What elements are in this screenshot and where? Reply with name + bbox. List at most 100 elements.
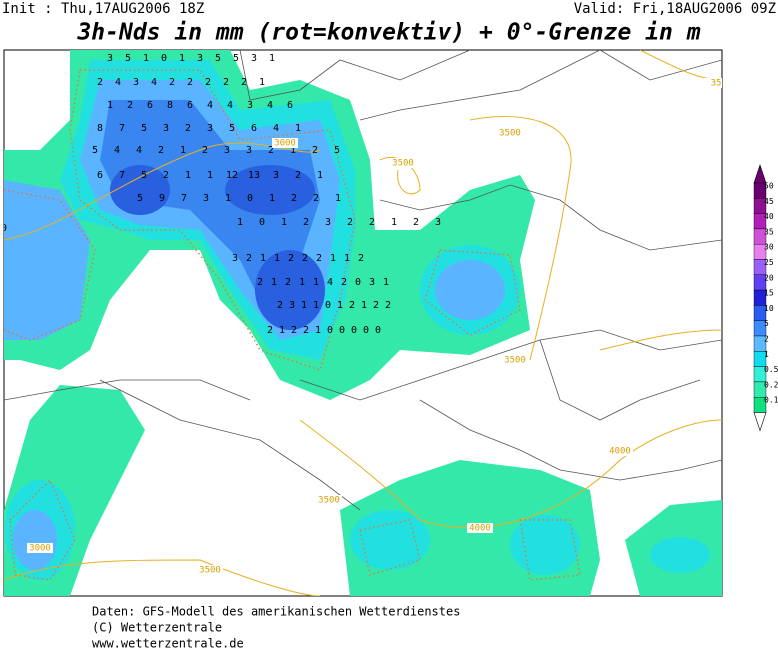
precip-value: 2: [369, 217, 375, 228]
precip-value: 1: [107, 100, 113, 111]
precip-value: 0: [247, 193, 253, 204]
legend-label: 0.2: [764, 380, 778, 389]
contour-label: 3000: [29, 544, 51, 554]
contour-label-box: [272, 138, 298, 148]
legend-label: 40: [764, 212, 774, 221]
precip-value: 3: [273, 170, 279, 181]
init-time: Init : Thu,17AUG2006 18Z: [2, 1, 204, 17]
precip-value: 3: [325, 217, 331, 228]
precip-value: 3: [163, 123, 169, 134]
precip-value: 2: [163, 170, 169, 181]
legend-label: 50: [764, 182, 774, 191]
precip-value: 2: [223, 77, 229, 88]
precip-values: 3 5 1 0 1 3 5 5 3 12 4 3 4 2 2 2 2 2 11 2 6 8 6 4 4 3 4 68 7 5 3 2 3 5 6 4 1…: [1, 53, 441, 336]
precip-value: 2: [127, 100, 133, 111]
precip-value: 2: [288, 253, 294, 264]
legend-bottom-arrow: [753, 412, 767, 432]
precip-value: 2: [185, 123, 191, 134]
precip-value: 1: [295, 123, 301, 134]
precip-value: 1: [315, 325, 321, 336]
precip-value: 3: [203, 193, 209, 204]
legend-label: 5: [764, 319, 769, 328]
precip-value: 3: [197, 53, 203, 64]
contour-label: 3500: [318, 496, 340, 506]
precip-value: 2: [313, 193, 319, 204]
precip-value: 1: [271, 277, 277, 288]
precip-value: 6: [97, 170, 103, 181]
precip-value: 2: [205, 77, 211, 88]
precip-value: 1: [344, 253, 350, 264]
footer-line: www.wetterzentrale.de: [92, 637, 244, 648]
legend-top-arrow: [753, 164, 767, 184]
contour-label-box: [703, 78, 722, 88]
precip-value: 2: [303, 217, 309, 228]
footer-line: (C) Wetterzentrale: [92, 621, 222, 635]
precip-value: 2: [316, 253, 322, 264]
precip-value: 3: [251, 53, 257, 64]
precip-value: 6: [147, 100, 153, 111]
precip-value: 1: [185, 170, 191, 181]
precip-value: 1: [391, 217, 397, 228]
contour-label: 3500: [499, 129, 521, 139]
contour-label-box: [27, 543, 53, 553]
precip-value: 1: [301, 300, 307, 311]
precip-value: 1: [335, 193, 341, 204]
precip-value: 1: [269, 193, 275, 204]
legend-label: 30: [764, 243, 774, 252]
contour-label: 4000: [609, 447, 631, 457]
precip-value: 4: [267, 100, 273, 111]
precip-value: 1: [281, 217, 287, 228]
precip-value: 5: [141, 170, 147, 181]
precip-value: 1: [179, 53, 185, 64]
precip-value: 2: [257, 277, 263, 288]
precip-value: 2: [246, 253, 252, 264]
freezing-level-contours: [4, 50, 722, 596]
precip-value: 2: [291, 193, 297, 204]
precip-value: 3: [369, 277, 375, 288]
valid-time: Valid: Fri,18AUG2006 09Z: [574, 1, 776, 17]
precip-value: 5: [137, 193, 143, 204]
precip-value: 1: [225, 193, 231, 204]
precip-value: 5: [92, 145, 98, 156]
precip-value: 4: [207, 100, 213, 111]
precip-value: 1: [259, 77, 265, 88]
precip-value: 2: [303, 325, 309, 336]
precip-value: 1: [361, 300, 367, 311]
precip-value: 8: [167, 100, 173, 111]
precip-value: 7: [181, 193, 187, 204]
precip-value: 0: [1, 223, 7, 234]
precip-value: 5: [229, 123, 235, 134]
precip-value: 1: [279, 325, 285, 336]
precip-value: 0: [351, 325, 357, 336]
footer-line: Daten: GFS-Modell des amerikanischen Wet…: [92, 605, 460, 619]
contour-label-box: [467, 523, 493, 533]
precip-value: 2: [413, 217, 419, 228]
precip-value: 5: [215, 53, 221, 64]
contour-label: 4000: [469, 524, 491, 534]
precip-field: [4, 50, 722, 596]
precip-value: 2: [268, 145, 274, 156]
contour-label-box: [497, 128, 523, 138]
precip-value: 2: [373, 300, 379, 311]
borders: [4, 50, 722, 511]
contour-label-box: [316, 495, 342, 505]
precip-value: 2: [347, 217, 353, 228]
precip-value: 1: [299, 277, 305, 288]
legend-label: 25: [764, 258, 774, 267]
color-legend: 50 45 40 35 30 25 20 15 10 5 2 1 0.5 0.2 0.1: [753, 164, 778, 432]
precip-value: 4: [151, 77, 157, 88]
contour-label: 3500: [504, 356, 526, 366]
precip-value: 3: [289, 300, 295, 311]
precip-value: 2: [169, 77, 175, 88]
precip-value: 5: [125, 53, 131, 64]
precip-value: 2: [158, 145, 164, 156]
precip-value: 2: [97, 77, 103, 88]
precip-value: 2: [385, 300, 391, 311]
precip-value: 2: [295, 170, 301, 181]
precip-value: 1: [274, 253, 280, 264]
precip-value: 5: [233, 53, 239, 64]
precip-value: 1: [383, 277, 389, 288]
map-title: 3h-Nds in mm (rot=konvektiv) + 0°-Grenze…: [76, 20, 700, 46]
precip-value: 3: [133, 77, 139, 88]
